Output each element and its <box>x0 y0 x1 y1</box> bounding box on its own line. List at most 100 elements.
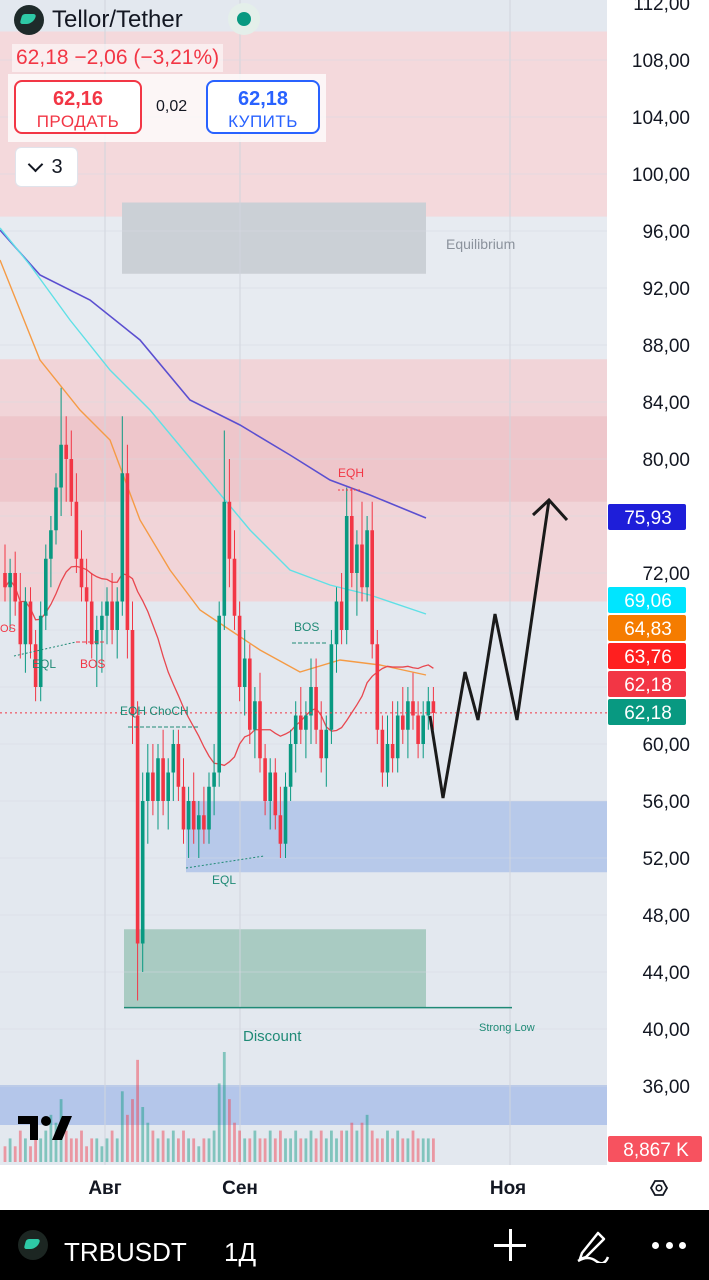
candle-body <box>304 715 308 730</box>
candle-body <box>125 473 130 630</box>
buy-button[interactable]: 62,18 КУПИТЬ <box>206 80 320 134</box>
add-plus-icon[interactable] <box>494 1229 526 1261</box>
buy-price: 62,18 <box>237 88 289 110</box>
sell-price: 62,16 <box>52 88 104 110</box>
ma-100-line <box>0 227 427 615</box>
price-badge <box>608 615 686 641</box>
volume-bar <box>314 1138 318 1162</box>
toolbar-interval[interactable]: 1Д <box>224 1237 257 1267</box>
price-badge-label: 62,18 <box>624 703 672 724</box>
bos-label-2: BOS <box>294 620 319 634</box>
indicators-toggle-button[interactable]: 3 <box>15 147 78 187</box>
eql-label-2: EQL <box>212 873 236 887</box>
volume-bar <box>207 1138 211 1162</box>
candle-body <box>18 601 23 645</box>
time-axis-tick: Авг <box>88 1178 121 1199</box>
volume-bar <box>330 1130 333 1162</box>
chart-settings-icon-center <box>655 1184 663 1192</box>
chevron-down-icon <box>28 156 44 172</box>
volume-bar <box>268 1130 272 1162</box>
volume-bar <box>75 1138 78 1162</box>
price-axis-tick: 48,00 <box>642 906 690 927</box>
candle-body <box>135 715 140 944</box>
candle-body <box>217 615 221 773</box>
candle-body <box>339 601 344 630</box>
price-badge-label: 64,83 <box>624 619 672 640</box>
more-options-icon[interactable] <box>652 1242 686 1250</box>
ma-50-line <box>0 259 427 676</box>
candle-body <box>161 758 165 801</box>
candle-body <box>263 758 267 801</box>
volume-bar <box>324 1138 328 1162</box>
candle-body <box>395 715 400 759</box>
volume-bar <box>228 1099 231 1162</box>
projection-path <box>428 499 551 799</box>
candle-body <box>54 487 58 531</box>
price-axis-tick: 44,00 <box>642 963 690 984</box>
candle-body <box>227 501 232 559</box>
volume-bar <box>263 1138 267 1162</box>
volume-bar <box>156 1138 160 1162</box>
volume-bar <box>222 1052 226 1162</box>
candle-body <box>33 644 38 687</box>
candle-body <box>370 530 374 645</box>
volume-bar <box>69 1138 73 1162</box>
candle-body <box>278 815 283 844</box>
symbol-logo-icon <box>18 1230 48 1260</box>
eqh-label: EQH <box>338 466 364 480</box>
candle-body <box>283 786 288 844</box>
volume-bar <box>432 1138 435 1162</box>
price-chart[interactable]: Equilibrium EQH BOS BOS OS EQL EQL EQH ChoCH Dis… <box>0 0 709 1210</box>
drawing-pen-icon[interactable] <box>574 1227 610 1263</box>
volume-bar <box>401 1138 405 1162</box>
volume-bar <box>279 1130 282 1162</box>
candle-body <box>74 501 79 559</box>
chart-area[interactable]: Equilibrium EQH BOS BOS OS EQL EQL EQH ChoCH Dis… <box>0 0 709 1210</box>
candle-body <box>156 758 160 801</box>
choch-label: EQH ChoCH <box>120 704 189 718</box>
volume-bar <box>187 1138 190 1162</box>
candle-body <box>202 815 206 830</box>
candle-body <box>334 601 339 645</box>
price-axis-tick: 56,00 <box>642 792 690 813</box>
volume-bar <box>345 1130 349 1162</box>
price-badge-label: 63,76 <box>624 647 672 668</box>
sell-button[interactable]: 62,16 ПРОДАТЬ <box>14 80 142 134</box>
volume-bar <box>406 1138 410 1162</box>
candle-body <box>3 573 7 588</box>
candle-body <box>44 558 48 616</box>
symbol-header[interactable]: Tellor/Tether <box>14 4 183 36</box>
volume-bar <box>85 1146 88 1162</box>
candle-body <box>375 644 380 730</box>
price-axis-tick: 92,00 <box>642 279 690 300</box>
volume-bar <box>340 1130 343 1162</box>
candle-body <box>309 687 313 716</box>
candle-body <box>360 544 364 588</box>
volume-bar <box>49 1114 53 1162</box>
volume-bar <box>44 1130 48 1162</box>
time-axis-tick: Ноя <box>490 1178 526 1199</box>
volume-bar <box>304 1138 308 1162</box>
candle-body <box>293 715 298 744</box>
candle-body <box>299 715 303 730</box>
candle-body <box>242 658 247 687</box>
volume-bar <box>141 1107 145 1162</box>
volume-bar <box>115 1138 119 1162</box>
candle-body <box>319 729 323 759</box>
volume-bar <box>182 1130 185 1162</box>
price-badge-label: 75,93 <box>624 508 672 529</box>
volume-bar <box>335 1138 338 1162</box>
volume-zone <box>0 1085 607 1125</box>
volume-bar <box>95 1138 99 1162</box>
volume-bar <box>284 1138 287 1162</box>
tradingview-logo-icon <box>18 1116 72 1140</box>
candle-body <box>329 644 334 730</box>
price-badge <box>608 587 686 613</box>
candle-body <box>390 744 395 759</box>
volume-bar <box>171 1130 175 1162</box>
candle-body <box>105 601 109 616</box>
toolbar-symbol[interactable]: TRBUSDT <box>64 1237 187 1267</box>
candle-body <box>248 658 252 730</box>
volume-bar <box>110 1130 114 1162</box>
candle-body <box>146 772 150 801</box>
